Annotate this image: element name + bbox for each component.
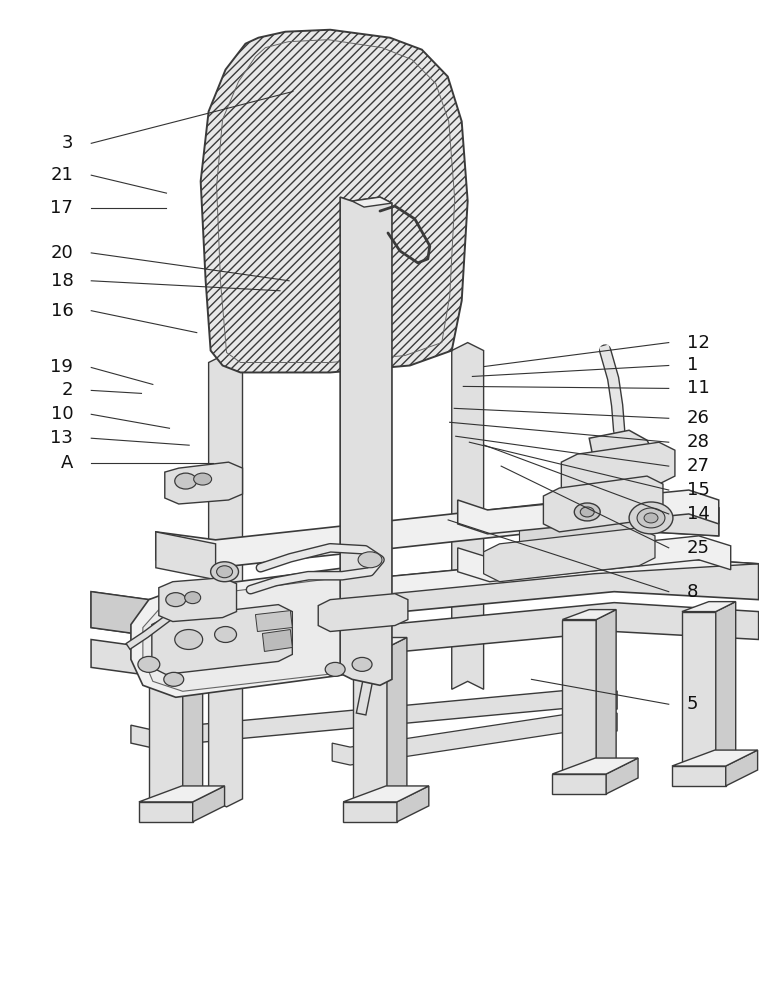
Text: 27: 27 <box>687 457 710 475</box>
Polygon shape <box>152 605 293 674</box>
Polygon shape <box>520 500 649 536</box>
Polygon shape <box>159 578 236 622</box>
Text: 17: 17 <box>50 199 73 217</box>
Polygon shape <box>149 647 182 802</box>
Polygon shape <box>353 637 407 647</box>
Polygon shape <box>726 750 758 786</box>
Polygon shape <box>579 500 719 536</box>
Polygon shape <box>182 637 203 802</box>
Polygon shape <box>451 343 483 689</box>
Ellipse shape <box>581 507 594 517</box>
Polygon shape <box>543 476 663 532</box>
Polygon shape <box>483 528 655 582</box>
Text: 14: 14 <box>687 505 710 523</box>
Polygon shape <box>262 630 293 651</box>
Text: 25: 25 <box>687 539 710 557</box>
Text: 3: 3 <box>62 134 73 152</box>
Polygon shape <box>91 592 149 636</box>
Text: 11: 11 <box>687 379 709 397</box>
Polygon shape <box>131 568 390 697</box>
Polygon shape <box>682 602 736 612</box>
Ellipse shape <box>175 630 203 649</box>
Text: 19: 19 <box>50 358 73 376</box>
Polygon shape <box>596 610 616 774</box>
Polygon shape <box>193 786 224 822</box>
Polygon shape <box>387 637 407 802</box>
Polygon shape <box>318 594 408 632</box>
Text: 12: 12 <box>687 334 710 352</box>
Ellipse shape <box>211 562 239 582</box>
Ellipse shape <box>637 508 665 528</box>
Text: 8: 8 <box>687 583 698 601</box>
Text: 2: 2 <box>62 381 73 399</box>
Text: 13: 13 <box>50 429 73 447</box>
Polygon shape <box>165 462 242 504</box>
Polygon shape <box>332 709 617 765</box>
Polygon shape <box>143 578 378 691</box>
Ellipse shape <box>629 502 673 534</box>
Ellipse shape <box>194 473 211 485</box>
Ellipse shape <box>575 503 600 521</box>
Polygon shape <box>352 197 392 207</box>
Text: 20: 20 <box>51 244 73 262</box>
Text: 1: 1 <box>687 356 698 374</box>
Ellipse shape <box>164 672 184 686</box>
Polygon shape <box>672 750 758 766</box>
Polygon shape <box>156 500 719 568</box>
Polygon shape <box>343 786 429 802</box>
Polygon shape <box>139 786 224 802</box>
Ellipse shape <box>175 473 197 489</box>
Polygon shape <box>606 758 638 794</box>
Polygon shape <box>553 758 638 774</box>
Polygon shape <box>458 536 730 582</box>
Polygon shape <box>353 647 387 802</box>
Polygon shape <box>553 774 606 794</box>
Polygon shape <box>131 687 617 747</box>
Polygon shape <box>255 611 293 632</box>
Polygon shape <box>397 786 429 822</box>
Text: 16: 16 <box>51 302 73 320</box>
Text: 28: 28 <box>687 433 710 451</box>
Polygon shape <box>149 555 758 618</box>
Polygon shape <box>201 30 467 372</box>
Ellipse shape <box>214 627 236 642</box>
Text: A: A <box>61 454 73 472</box>
Ellipse shape <box>358 552 382 568</box>
Ellipse shape <box>217 566 233 578</box>
Polygon shape <box>343 802 397 822</box>
Text: 10: 10 <box>51 405 73 423</box>
Polygon shape <box>562 610 616 620</box>
Polygon shape <box>458 490 719 534</box>
Polygon shape <box>716 602 736 766</box>
Polygon shape <box>589 430 659 492</box>
Ellipse shape <box>185 592 201 604</box>
Polygon shape <box>91 603 758 675</box>
Text: 18: 18 <box>51 272 73 290</box>
Polygon shape <box>156 532 216 580</box>
Ellipse shape <box>166 593 185 607</box>
Polygon shape <box>91 555 758 636</box>
Polygon shape <box>139 802 193 822</box>
Polygon shape <box>562 442 675 496</box>
Ellipse shape <box>325 662 345 676</box>
Polygon shape <box>520 516 649 552</box>
Polygon shape <box>672 766 726 786</box>
Polygon shape <box>682 612 716 766</box>
Text: 21: 21 <box>50 166 73 184</box>
Polygon shape <box>149 637 203 647</box>
Text: 5: 5 <box>687 695 698 713</box>
Ellipse shape <box>138 656 160 672</box>
Ellipse shape <box>352 657 372 671</box>
Polygon shape <box>209 355 242 807</box>
Ellipse shape <box>644 513 658 523</box>
Text: 26: 26 <box>687 409 710 427</box>
Polygon shape <box>340 197 392 685</box>
Text: 15: 15 <box>687 481 710 499</box>
Polygon shape <box>562 620 596 774</box>
